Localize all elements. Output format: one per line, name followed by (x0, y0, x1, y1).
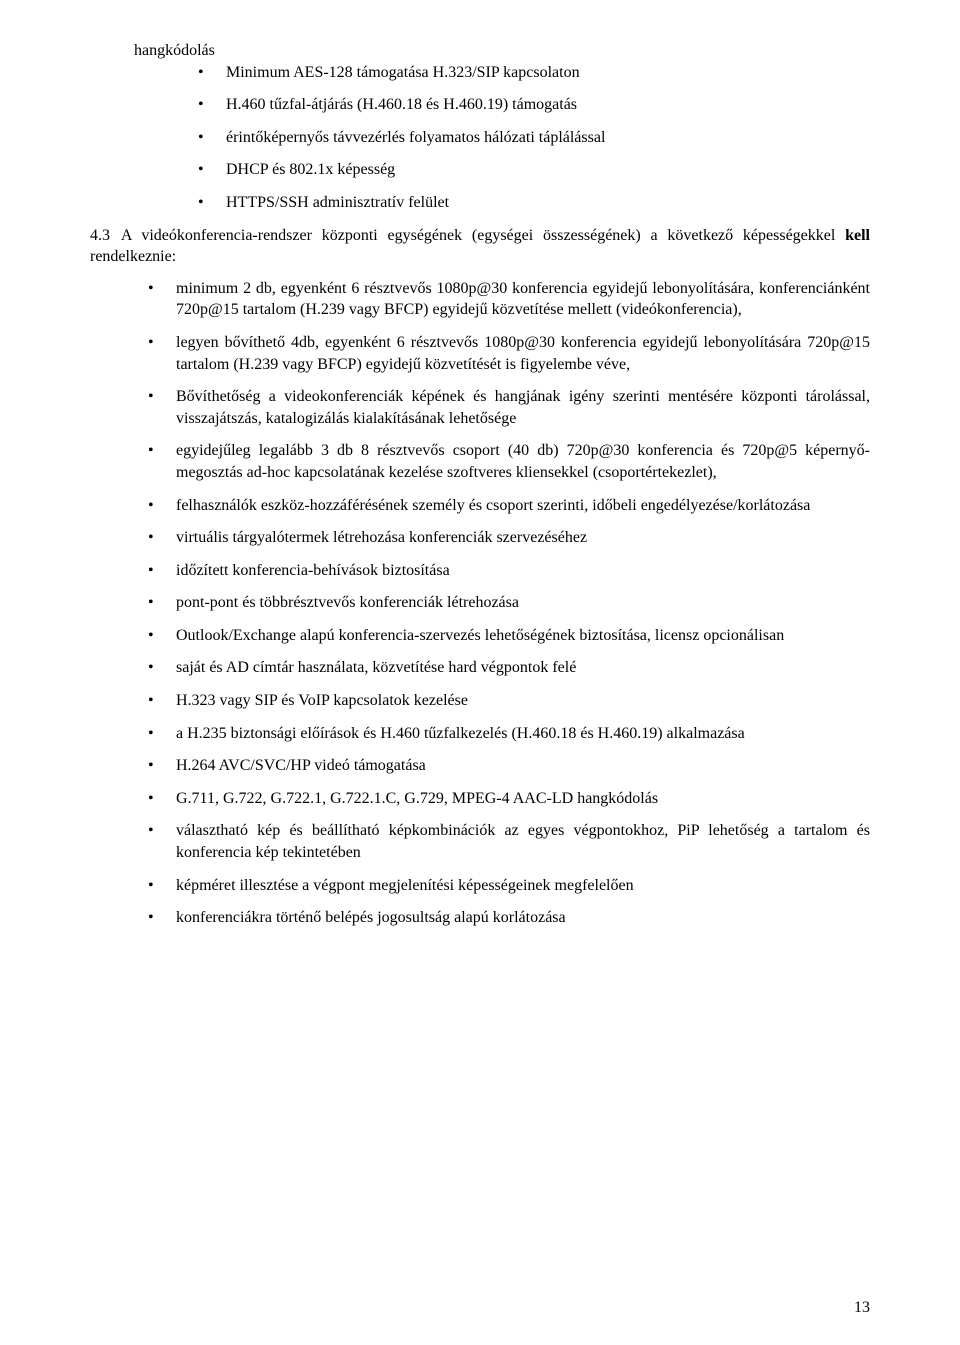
list-item: Minimum AES-128 támogatása H.323/SIP kap… (198, 62, 870, 84)
list-item: pont-pont és többrésztvevős konferenciák… (148, 592, 870, 614)
list-item: időzített konferencia-behívások biztosít… (148, 560, 870, 582)
section-heading: 4.3 A videókonferencia-rendszer központi… (90, 225, 870, 268)
list-item: a H.235 biztonsági előírások és H.460 tű… (148, 723, 870, 745)
page-number: 13 (854, 1299, 870, 1317)
list-item: konferenciákra történő belépés jogosults… (148, 907, 870, 929)
document-page: hangkódolás Minimum AES-128 támogatása H… (0, 0, 960, 1345)
list-item: képméret illesztése a végpont megjelenít… (148, 875, 870, 897)
section-text-before: A videókonferencia-rendszer központi egy… (121, 227, 845, 244)
top-bullet-list: Minimum AES-128 támogatása H.323/SIP kap… (90, 62, 870, 214)
list-item: H.323 vagy SIP és VoIP kapcsolatok kezel… (148, 690, 870, 712)
list-item: legyen bővíthető 4db, egyenként 6 résztv… (148, 332, 870, 375)
list-item: Bővíthetőség a videokonferenciák képének… (148, 386, 870, 429)
list-item: egyidejűleg legalább 3 db 8 résztvevős c… (148, 440, 870, 483)
list-item: H.460 tűzfal-átjárás (H.460.18 és H.460.… (198, 94, 870, 116)
list-item: érintőképernyős távvezérlés folyamatos h… (198, 127, 870, 149)
list-item: saját és AD címtár használata, közvetíté… (148, 657, 870, 679)
list-item: Outlook/Exchange alapú konferencia-szerv… (148, 625, 870, 647)
main-bullet-list: minimum 2 db, egyenként 6 résztvevős 108… (90, 278, 870, 929)
section-bold: kell (845, 227, 870, 244)
section-text-after: rendelkeznie: (90, 248, 176, 265)
list-item: G.711, G.722, G.722.1, G.722.1.C, G.729,… (148, 788, 870, 810)
list-item: DHCP és 802.1x képesség (198, 159, 870, 181)
list-item: virtuális tárgyalótermek létrehozása kon… (148, 527, 870, 549)
list-item: HTTPS/SSH adminisztratív felület (198, 192, 870, 214)
list-item: H.264 AVC/SVC/HP videó támogatása (148, 755, 870, 777)
intro-line: hangkódolás (90, 40, 870, 62)
section-number: 4.3 (90, 225, 112, 247)
list-item: felhasználók eszköz-hozzáférésének szemé… (148, 495, 870, 517)
list-item: választható kép és beállítható képkombin… (148, 820, 870, 863)
list-item: minimum 2 db, egyenként 6 résztvevős 108… (148, 278, 870, 321)
